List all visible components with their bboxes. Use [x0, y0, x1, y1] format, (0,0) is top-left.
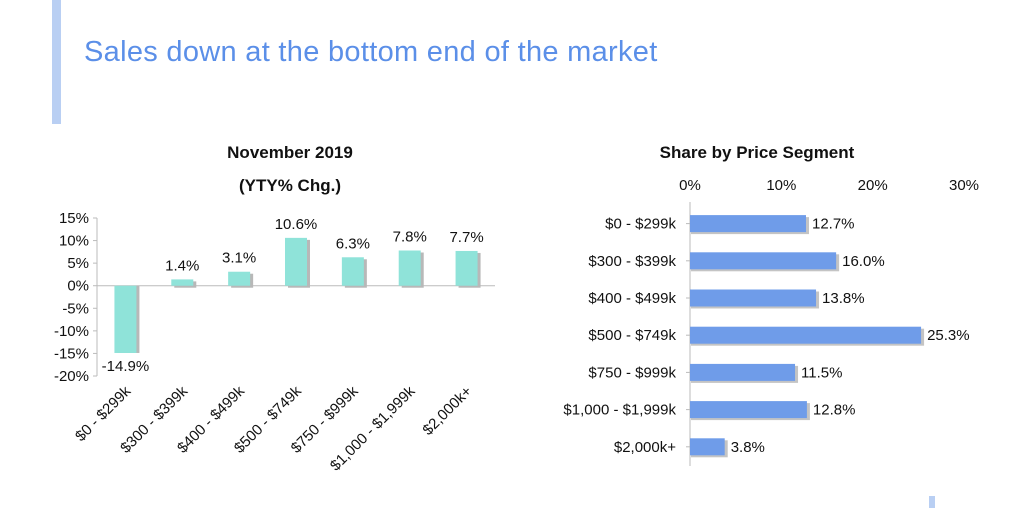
corner-accent-mark — [929, 496, 935, 508]
ytych-bar — [228, 271, 251, 286]
share-value-label: 11.5% — [801, 364, 842, 381]
ytych-y-tick-label: -20% — [54, 368, 89, 385]
ytych-value-label: 10.6% — [275, 216, 318, 233]
share-bar — [690, 215, 806, 233]
title-accent-bar — [52, 0, 61, 124]
ytych-y-tick-label: 15% — [59, 210, 89, 227]
ytych-bar — [341, 257, 364, 286]
share-category-label: $0 - $299k — [605, 216, 676, 233]
share-value-label: 3.8% — [731, 439, 765, 456]
share-category-label: $1,000 - $1,999k — [563, 402, 676, 419]
ytych-y-tick-label: -10% — [54, 323, 89, 340]
ytych-value-label: 6.3% — [336, 235, 370, 252]
ytych-value-label: -14.9% — [102, 358, 150, 375]
slide-title: Sales down at the bottom end of the mark… — [84, 36, 658, 68]
ytych-value-label: 7.8% — [393, 229, 427, 246]
ytych-chart-subtitle: (YTY% Chg.) — [239, 176, 341, 195]
ytych-value-label: 1.4% — [165, 257, 199, 274]
ytych-y-tick-label: -5% — [62, 300, 89, 317]
share-value-label: 12.8% — [813, 402, 856, 419]
share-bar — [690, 289, 817, 307]
ytych-chart-title: November 2019 — [227, 143, 353, 162]
ytych-y-tick-label: 0% — [67, 278, 89, 295]
ytych-value-label: 3.1% — [222, 250, 256, 267]
share-x-tick-label: 0% — [679, 177, 701, 194]
ytych-value-label: 7.7% — [449, 229, 483, 246]
share-bar — [690, 363, 796, 381]
share-chart-title: Share by Price Segment — [660, 143, 855, 162]
ytych-bar — [455, 250, 478, 286]
share-bar — [690, 438, 725, 456]
ytych-y-tick-label: -15% — [54, 345, 89, 362]
share-category-label: $500 - $749k — [588, 327, 676, 344]
ytych-category-label: $2,000k+ — [419, 383, 475, 439]
share-bar — [690, 252, 837, 270]
share-value-label: 12.7% — [812, 216, 855, 233]
share-x-tick-label: 20% — [858, 177, 888, 194]
share-category-label: $750 - $999k — [588, 364, 676, 381]
share-value-label: 13.8% — [822, 290, 865, 307]
share-bar — [690, 326, 922, 344]
share-value-label: 16.0% — [842, 253, 885, 270]
share-category-label: $2,000k+ — [614, 439, 676, 456]
ytych-bar — [114, 285, 137, 353]
share-value-label: 25.3% — [927, 327, 970, 344]
ytych-bar-chart: 15%10%5%0%-5%-10%-15%-20%-14.9%$0 - $299… — [54, 210, 495, 474]
ytych-bar — [398, 250, 421, 286]
share-bar — [690, 401, 807, 419]
share-category-label: $400 - $499k — [588, 290, 676, 307]
ytych-y-tick-label: 10% — [59, 233, 89, 250]
share-x-tick-label: 30% — [949, 177, 979, 194]
ytych-bar — [285, 237, 307, 286]
share-x-tick-label: 10% — [766, 177, 796, 194]
ytych-bar — [171, 279, 194, 286]
ytych-y-tick-label: 5% — [67, 255, 89, 272]
share-category-label: $300 - $399k — [588, 253, 676, 270]
share-bar-chart: 0% 10% 20% 30% $0 - $299k 12.7% $300 - $399k 16… — [563, 177, 979, 466]
